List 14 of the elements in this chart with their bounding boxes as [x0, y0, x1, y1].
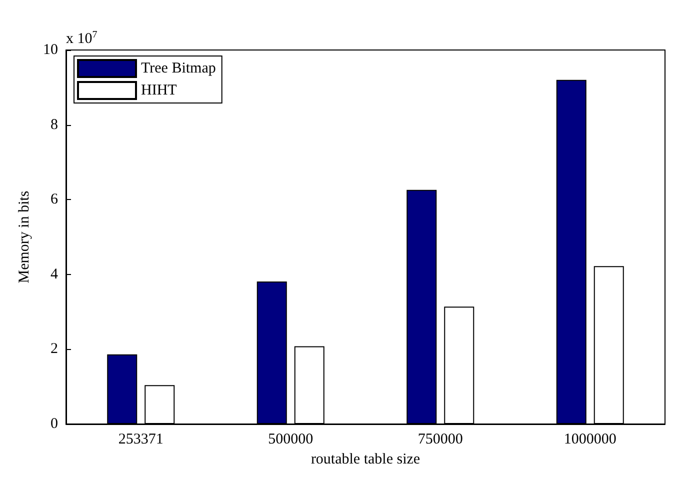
y-tick-label: 6: [50, 192, 58, 208]
x-tick-label: 253371: [118, 432, 164, 448]
y-tick-label: 4: [50, 266, 58, 282]
y-tick-label: 2: [50, 341, 58, 358]
legend-label: HIHT: [141, 82, 177, 98]
x-axis-title: routable table size: [310, 451, 420, 468]
y-axis-title: Memory in bits: [16, 190, 33, 284]
y-tick-label: 0: [50, 416, 58, 432]
x-tick-label: 1000000: [564, 432, 616, 448]
legend-label: Tree Bitmap: [141, 60, 216, 76]
x-tick-label: 500000: [268, 432, 314, 448]
x-tick-label: 750000: [418, 432, 463, 448]
y-tick-label: 10: [43, 42, 58, 58]
y-tick-label: 8: [50, 116, 58, 133]
